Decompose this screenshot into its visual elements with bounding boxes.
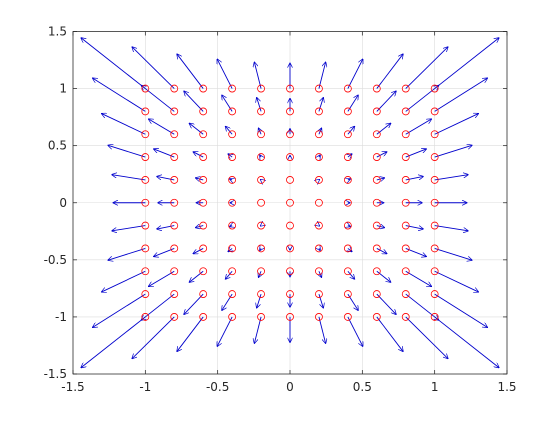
vector-arrow xyxy=(406,317,448,359)
vector-arrow xyxy=(193,248,203,253)
x-tick-label: 0 xyxy=(286,380,294,394)
x-tick-label: 0.5 xyxy=(353,380,372,394)
vector-arrow xyxy=(149,119,175,134)
vector-arrow xyxy=(435,78,488,111)
vector-arrow xyxy=(230,226,233,227)
vector-arrow xyxy=(93,78,146,111)
vector-arrow xyxy=(149,271,175,286)
y-tick-label: 1 xyxy=(59,82,67,96)
vector-arrow xyxy=(254,317,261,343)
vector-arrow xyxy=(141,294,174,320)
vector-arrow xyxy=(319,98,323,112)
vector-arrow xyxy=(102,114,146,135)
y-tick-label: 0.5 xyxy=(48,139,67,153)
vector-arrow xyxy=(184,91,203,111)
vector-arrow xyxy=(217,59,232,88)
vector-arrow xyxy=(222,294,232,310)
vector-arrow xyxy=(348,179,351,180)
y-tick-label: 1.5 xyxy=(48,25,67,39)
vector-arrow xyxy=(435,294,488,327)
x-tick-label: -0.5 xyxy=(206,380,229,394)
vector-arrow xyxy=(377,271,391,282)
vector-arrow xyxy=(217,317,232,346)
vector-arrow xyxy=(377,54,403,89)
vector-arrow xyxy=(348,226,351,227)
vector-arrow xyxy=(435,38,499,89)
vector-arrow xyxy=(377,294,396,314)
vector-arrow xyxy=(319,62,326,88)
vector-arrow xyxy=(435,226,468,231)
vector-arrow xyxy=(435,114,479,135)
vector-arrow xyxy=(81,38,145,89)
vector-arrow xyxy=(93,294,146,327)
vector-arrow xyxy=(406,47,448,89)
vector-arrow xyxy=(435,145,472,157)
vector-arrow xyxy=(319,317,326,343)
vector-arrow xyxy=(377,317,403,352)
vector-arrow xyxy=(222,95,232,111)
vector-arrow xyxy=(132,317,174,359)
vector-arrow xyxy=(406,119,432,134)
vector-arrow xyxy=(81,317,145,368)
vector-arrow xyxy=(319,155,320,157)
vector-arrow xyxy=(112,175,145,180)
vector-arrow xyxy=(193,152,203,157)
vector-arrow xyxy=(254,62,261,88)
vector-arrow xyxy=(260,155,261,157)
y-tick-label: -1.5 xyxy=(44,367,67,381)
vector-arrow xyxy=(141,85,174,111)
vector-arrow xyxy=(177,54,203,89)
y-tick-label: -1 xyxy=(55,310,67,324)
vector-arrow xyxy=(230,179,233,180)
vector-arrow xyxy=(348,294,358,310)
vector-arrow xyxy=(189,123,203,134)
vector-arrow xyxy=(377,123,391,134)
vector-arrow xyxy=(406,294,439,320)
x-tick-label: 1.5 xyxy=(497,380,516,394)
vector-arrow xyxy=(435,175,468,180)
vector-arrow xyxy=(132,47,174,89)
x-tick-label: 1 xyxy=(431,380,439,394)
vector-arrow xyxy=(348,95,358,111)
vector-arrow xyxy=(108,145,145,157)
vector-arrow xyxy=(406,85,439,111)
vector-arrow xyxy=(112,226,145,231)
vector-arrow xyxy=(184,294,203,314)
vector-arrow xyxy=(319,294,323,308)
vector-arrow xyxy=(260,248,261,250)
vector-arrow xyxy=(435,317,499,368)
y-tick-label: -0.5 xyxy=(44,253,67,267)
vector-arrow xyxy=(377,91,396,111)
vector-arrow xyxy=(102,271,146,292)
vector-arrow xyxy=(177,317,203,352)
vector-arrow xyxy=(189,271,203,282)
vector-arrow xyxy=(348,59,363,88)
vector-arrow xyxy=(319,248,320,250)
vector-arrow xyxy=(435,248,472,260)
vector-arrow xyxy=(257,98,261,112)
y-tick-label: 0 xyxy=(59,196,67,210)
vector-arrow xyxy=(377,152,387,157)
vector-arrow xyxy=(108,248,145,260)
vector-arrow xyxy=(377,248,387,253)
vector-arrow xyxy=(348,317,363,346)
vector-arrow xyxy=(257,294,261,308)
vector-arrow xyxy=(406,271,432,286)
x-tick-label: -1 xyxy=(139,380,151,394)
x-tick-label: -1.5 xyxy=(61,380,84,394)
vector-arrow xyxy=(435,271,479,292)
